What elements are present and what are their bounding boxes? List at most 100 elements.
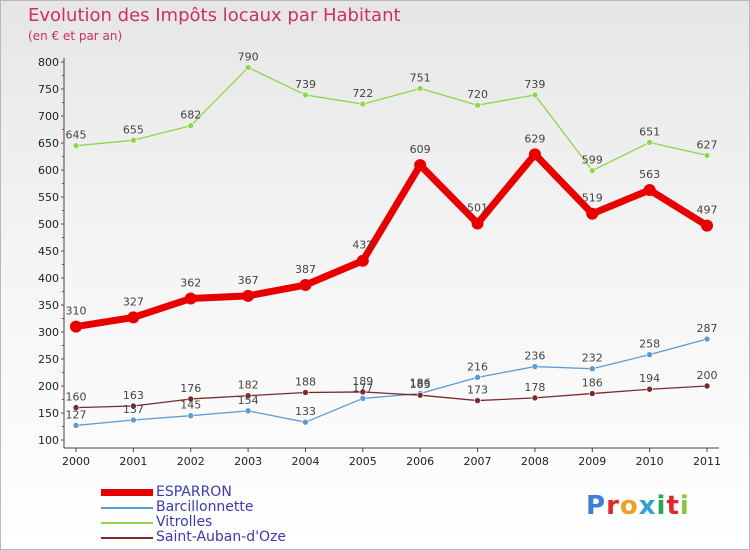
data-point [130, 137, 137, 144]
y-minor-tick [62, 169, 64, 171]
data-label: 655 [123, 123, 144, 136]
data-label: 651 [639, 125, 660, 138]
data-label: 627 [697, 138, 718, 151]
data-label: 287 [697, 322, 718, 335]
logo-letter: P [586, 491, 607, 521]
chart-title: Evolution des Impôts locaux par Habitant [28, 5, 401, 26]
data-label: 790 [238, 50, 259, 63]
data-point [416, 85, 424, 92]
y-tick-label: 150 [38, 407, 59, 420]
x-tick-label: 2008 [521, 455, 549, 468]
data-label: 194 [639, 372, 660, 385]
data-label: 186 [582, 377, 603, 390]
data-point [703, 152, 711, 159]
data-label: 163 [123, 389, 144, 402]
data-label: 137 [123, 403, 144, 416]
y-minor-tick [62, 412, 64, 414]
y-tick-label: 300 [38, 326, 59, 339]
data-label: 145 [180, 399, 201, 412]
data-point [701, 219, 713, 232]
y-minor-tick [62, 277, 64, 279]
y-minor-tick [62, 358, 64, 360]
data-label: 387 [295, 263, 316, 276]
data-point [588, 167, 596, 174]
y-minor-tick [62, 223, 64, 225]
x-tick-label: 2003 [234, 455, 262, 468]
legend-swatch [101, 489, 153, 496]
data-label: 501 [467, 201, 488, 214]
y-minor-tick [62, 61, 64, 63]
data-label: 200 [697, 369, 718, 382]
data-label: 177 [352, 381, 373, 394]
y-tick-label: 500 [38, 218, 59, 231]
data-point [72, 404, 80, 411]
data-point [528, 148, 541, 161]
data-point [643, 183, 656, 196]
y-tick-label: 100 [38, 434, 59, 447]
data-label: 327 [123, 295, 144, 308]
data-label: 186 [410, 377, 431, 390]
data-point [588, 390, 596, 397]
data-label: 722 [352, 87, 373, 100]
y-minor-tick [62, 399, 64, 400]
data-point [302, 418, 309, 426]
legend-label: Saint-Auban-d'Oze [156, 529, 287, 545]
data-label: 183 [410, 378, 431, 391]
x-tick-label: 2005 [349, 455, 377, 468]
data-point [414, 159, 427, 172]
data-point [72, 142, 80, 149]
data-label: 751 [410, 71, 431, 84]
data-label: 133 [295, 405, 316, 418]
data-label: 188 [295, 375, 316, 388]
logo-letter: r [606, 491, 620, 521]
data-point [531, 394, 539, 402]
series-line [72, 150, 711, 331]
chart-subtitle: (en € et par an) [28, 29, 123, 43]
y-tick-label: 800 [38, 56, 59, 69]
data-point [646, 385, 653, 393]
data-label: 609 [410, 143, 431, 156]
y-minor-tick [62, 102, 64, 103]
y-tick-label: 450 [38, 245, 59, 258]
data-label: 739 [295, 78, 316, 91]
data-point [302, 389, 309, 396]
legend-swatch [101, 522, 153, 524]
y-tick-label: 750 [38, 83, 59, 96]
y-minor-tick [62, 439, 64, 441]
y-minor-tick [62, 142, 64, 144]
data-point [646, 351, 653, 358]
data-point [244, 64, 252, 71]
data-point [187, 395, 195, 403]
y-tick-label: 600 [38, 164, 59, 177]
x-tick-label: 2004 [291, 455, 319, 468]
y-minor-tick [62, 156, 64, 157]
data-label: 154 [238, 394, 259, 407]
y-tick-label: 650 [38, 137, 59, 150]
data-point [187, 122, 195, 130]
logo-letter: t [666, 491, 680, 521]
y-minor-tick [62, 237, 64, 238]
data-label: 258 [639, 338, 660, 351]
y-minor-tick [62, 331, 64, 333]
data-point [244, 392, 252, 400]
data-point [130, 416, 137, 424]
data-label: 367 [238, 274, 259, 287]
y-tick-label: 400 [38, 272, 59, 285]
data-point [299, 279, 312, 292]
data-point [474, 397, 481, 404]
y-minor-tick [62, 304, 64, 306]
x-tick-label: 2000 [62, 455, 90, 468]
data-point [127, 311, 140, 324]
data-point [356, 254, 369, 267]
data-label: 178 [524, 381, 545, 394]
data-point [359, 100, 367, 108]
data-label: 173 [467, 384, 488, 397]
data-label: 362 [180, 277, 201, 290]
y-minor-tick [62, 183, 64, 184]
series-line [75, 338, 708, 427]
logo-letter: i [656, 491, 667, 521]
data-label: 739 [524, 78, 545, 91]
data-label: 182 [238, 379, 259, 392]
